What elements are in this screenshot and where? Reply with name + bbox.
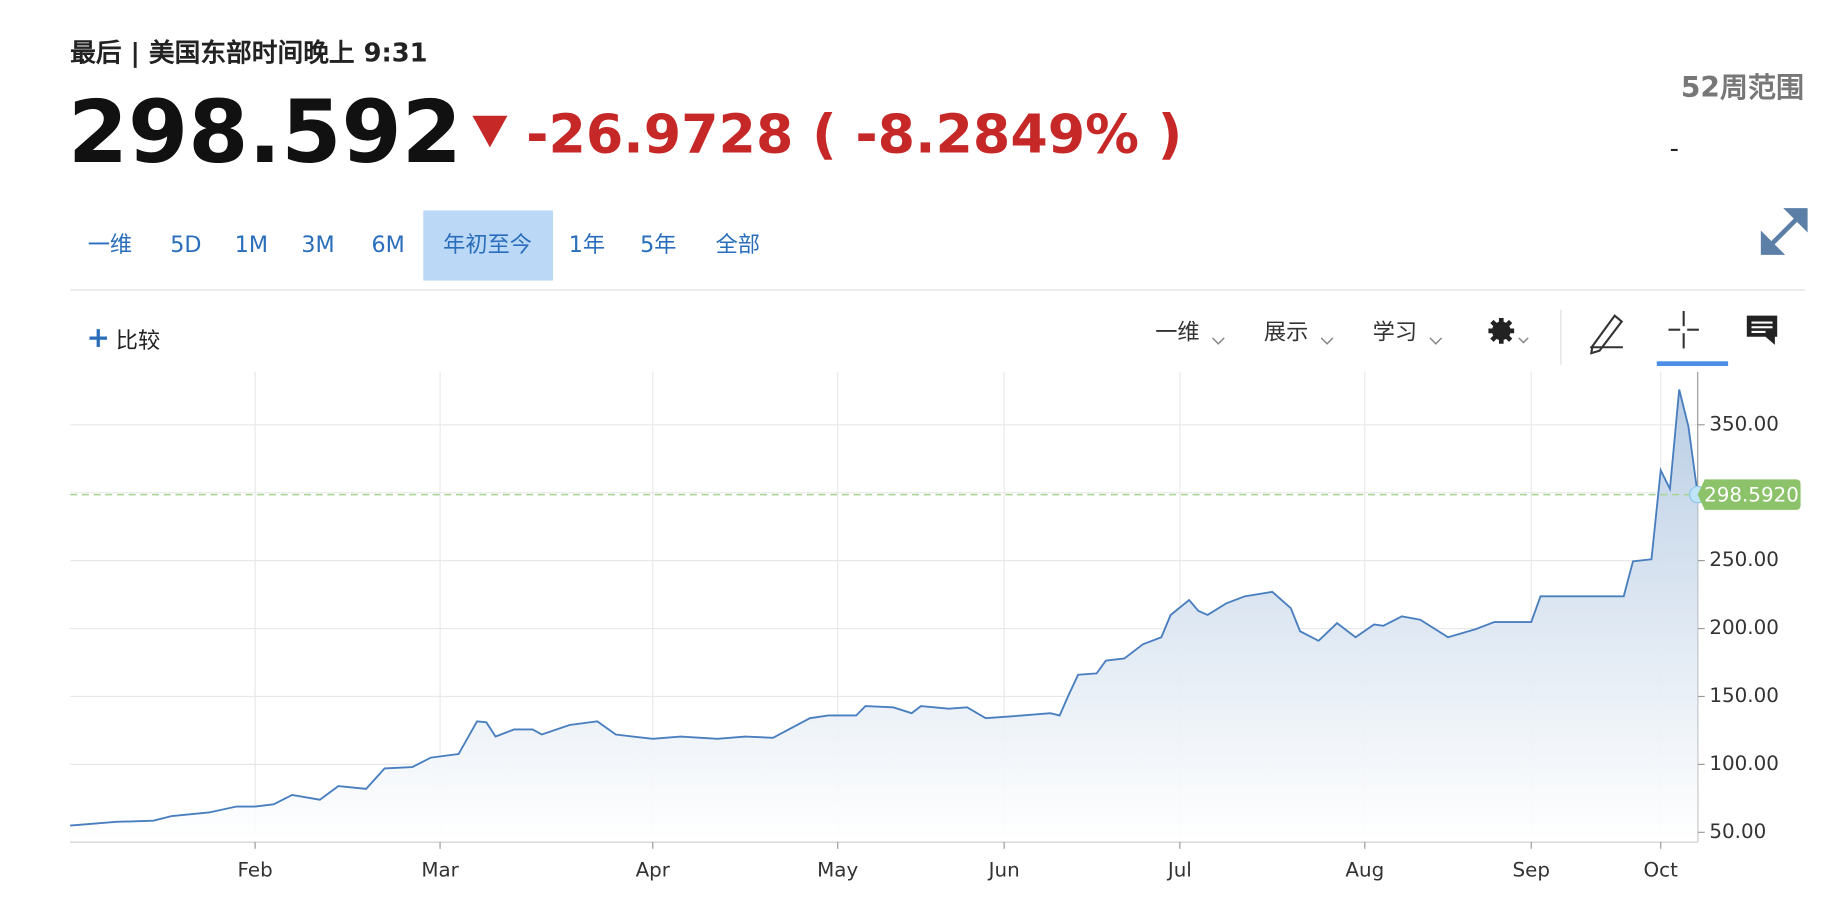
price: 298.592 (68, 83, 462, 183)
gear-icon[interactable] (1488, 318, 1529, 344)
draw-icon[interactable] (1589, 314, 1624, 355)
x-tick-label: Mar (421, 859, 459, 882)
active-tool-underline (1656, 361, 1729, 366)
active-tab-bg (423, 210, 554, 281)
tab[interactable]: 1年 (569, 232, 605, 258)
tab[interactable]: 5D (170, 232, 201, 258)
menu[interactable]: 一维 (1155, 320, 1199, 346)
tabs: 一维 5D 1M 3M 6M 年初至今 1年 5年 全部 (88, 210, 760, 281)
x-tick-label: Jul (1166, 859, 1192, 882)
tab[interactable]: 5年 (640, 232, 676, 258)
menus: 一维 展示 学习 (1155, 320, 1443, 346)
menu-chevron (1429, 337, 1443, 345)
crosshair-icon[interactable] (1668, 311, 1699, 349)
x-tick-label: Feb (238, 859, 273, 882)
x-tick-label: Sep (1513, 859, 1550, 882)
price-line (70, 389, 1699, 827)
compare-plus[interactable]: + (87, 321, 111, 354)
y-tick-label: 50.00 (1709, 820, 1766, 843)
y-tick-label: 150.00 (1709, 684, 1779, 707)
y-tick-label: 350.00 (1709, 412, 1779, 435)
price-marker-tag (1697, 479, 1801, 510)
menu-chevron (1320, 337, 1334, 345)
comment-icon[interactable] (1746, 315, 1778, 345)
compare[interactable]: 比较 (116, 328, 160, 354)
range-title: 52周范围 (1681, 71, 1804, 104)
tab[interactable]: 一维 (88, 232, 132, 258)
area (70, 389, 1698, 842)
price-marker-label: 298.5920 (1704, 483, 1799, 506)
tab[interactable]: 年初至今 (443, 232, 532, 258)
tab[interactable]: 3M (301, 232, 334, 258)
y-tick-label: 100.00 (1709, 752, 1779, 775)
tab[interactable]: 6M (372, 232, 405, 258)
x-tick-label: Oct (1644, 859, 1679, 882)
menu-chevron (1211, 337, 1225, 345)
menu[interactable]: 学习 (1373, 320, 1417, 346)
expand-icon[interactable] (1760, 208, 1808, 255)
down-arrow (472, 115, 508, 148)
status: 最后 | 美国东部时间晚上 9:31 (70, 37, 427, 68)
menu[interactable]: 展示 (1264, 320, 1308, 346)
x-tick-label: Apr (636, 859, 671, 882)
tab[interactable]: 全部 (716, 232, 760, 258)
y-tick-label: 250.00 (1709, 548, 1779, 571)
x-tick-label: May (817, 859, 858, 882)
plot: 50.00100.00150.00200.00250.00300.00350.0… (70, 371, 1801, 882)
range-value: - (1670, 134, 1679, 164)
x-tick-label: Aug (1345, 859, 1384, 882)
x-tick-label: Jun (987, 859, 1020, 882)
tab[interactable]: 1M (235, 232, 268, 258)
y-tick-label: 200.00 (1709, 616, 1779, 639)
price-change: -26.9728 ( -8.2849% ) (526, 103, 1182, 166)
